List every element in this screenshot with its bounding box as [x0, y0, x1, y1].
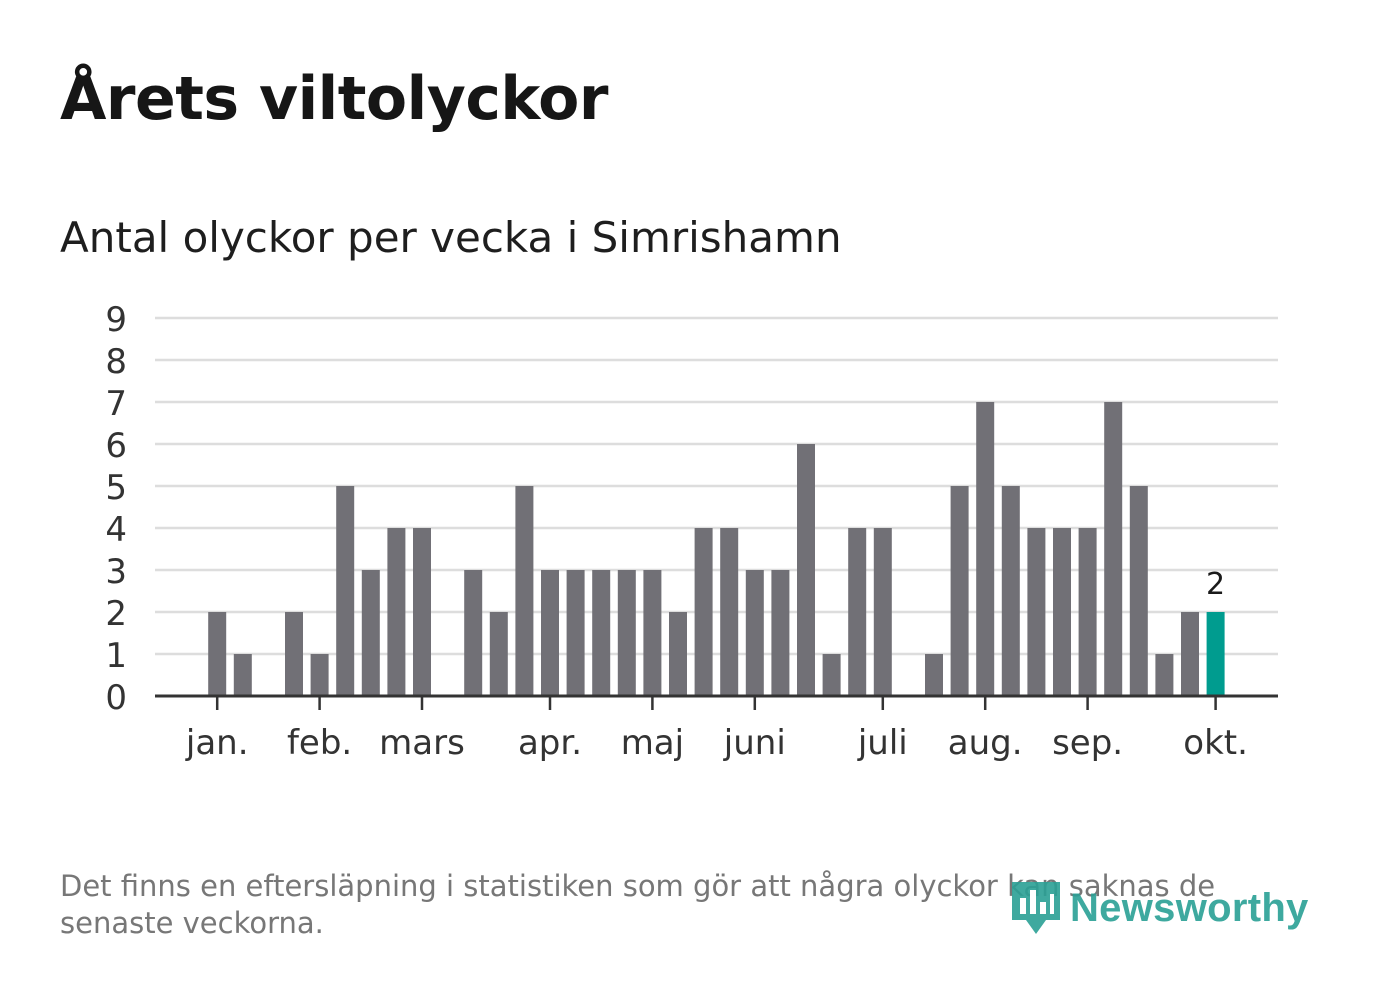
logo-text: Newsworthy [1070, 885, 1309, 930]
x-tick-label: juli [857, 723, 908, 763]
bar [566, 570, 585, 696]
bar [489, 612, 508, 696]
bar [592, 570, 611, 696]
x-tick-label: maj [621, 723, 684, 763]
x-tick-label: apr. [518, 723, 582, 763]
x-tick-label: aug. [948, 723, 1023, 763]
bar [745, 570, 764, 696]
y-tick-label: 8 [105, 342, 127, 382]
bar-highlight [1206, 612, 1225, 696]
y-tick-label: 2 [105, 594, 127, 634]
bar [1104, 402, 1123, 696]
y-tick-label: 9 [105, 300, 127, 340]
x-tick-label: sep. [1052, 723, 1123, 763]
data-labels: 2 [1206, 567, 1225, 602]
y-tick-label: 7 [105, 384, 127, 424]
chart-subtitle: Antal olyckor per vecka i Simrishamn [60, 213, 842, 262]
y-tick-label: 4 [105, 510, 127, 550]
bar [848, 528, 867, 696]
bar [1181, 612, 1199, 696]
bar [1001, 486, 1020, 696]
logo-icon [1012, 882, 1060, 934]
x-tick-label: jan. [185, 723, 249, 763]
x-tick-label: mars [379, 723, 465, 763]
bar [694, 528, 713, 696]
bar [925, 654, 943, 696]
bar [720, 528, 739, 696]
y-tick-label: 3 [105, 552, 127, 592]
bar [310, 654, 329, 696]
x-tick-label: feb. [287, 723, 352, 763]
y-tick-label: 1 [105, 636, 127, 676]
y-tick-label: 0 [105, 678, 127, 718]
bar [387, 528, 406, 696]
bar [413, 528, 431, 696]
x-axis-ticks: jan. feb. mars apr. maj juni juli aug. sep. okt. [185, 696, 1248, 763]
bar [617, 570, 636, 696]
bar [1053, 528, 1071, 696]
x-tick-label: okt. [1183, 723, 1248, 763]
bar [976, 402, 995, 696]
newsworthy-logo: Newsworthy [1010, 876, 1309, 940]
bar [1129, 486, 1148, 696]
bar [950, 486, 969, 696]
bars [208, 402, 1225, 696]
bar [233, 654, 252, 696]
bar [771, 570, 790, 696]
bar [336, 486, 355, 696]
y-tick-label: 6 [105, 426, 127, 466]
y-tick-label: 5 [105, 468, 127, 508]
bar [361, 570, 380, 696]
bar [1155, 654, 1174, 696]
bar [1027, 528, 1046, 696]
bar [669, 612, 687, 696]
bar [822, 654, 841, 696]
bar [208, 612, 227, 696]
bar [515, 486, 534, 696]
bar [541, 570, 559, 696]
chart-title: Årets viltolyckor [60, 64, 609, 134]
bar [873, 528, 892, 696]
bar [285, 612, 303, 696]
bar [464, 570, 483, 696]
bar [1078, 528, 1097, 696]
bar [797, 444, 815, 696]
data-label: 2 [1206, 567, 1225, 602]
bar [643, 570, 662, 696]
x-tick-label: juni [723, 723, 786, 763]
